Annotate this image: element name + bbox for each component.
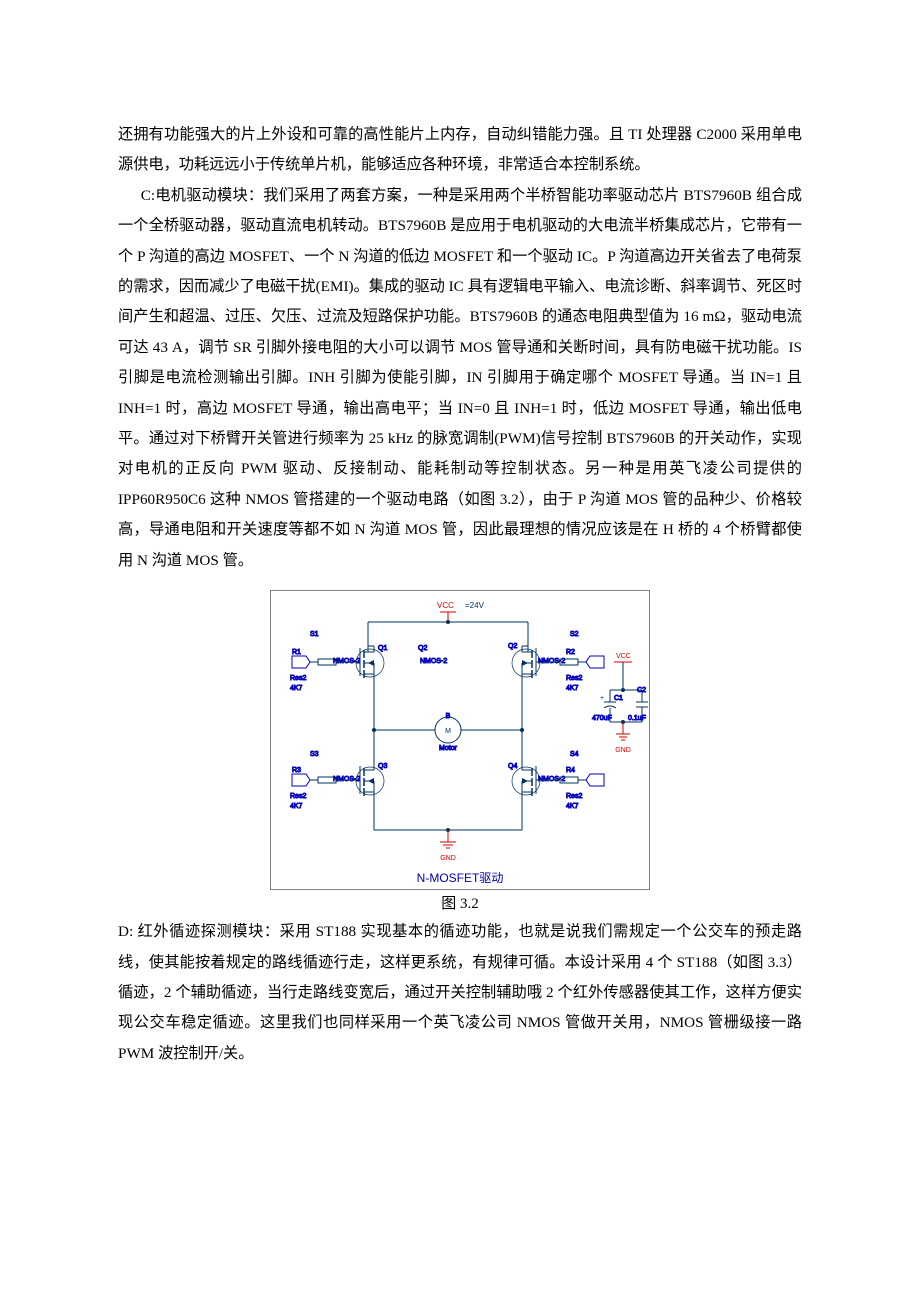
svg-text:R2: R2 [566,649,575,656]
svg-text:R1: R1 [292,649,301,656]
svg-text:C1: C1 [614,695,623,702]
q2-label: Q2 [508,643,517,650]
svg-text:Res2: Res2 [290,675,306,682]
svg-text:C2: C2 [637,687,646,694]
svg-text:4K7: 4K7 [290,685,303,692]
paragraph-section-d: D: 红外循迹探测模块：采用 ST188 实现基本的循迹功能，也就是说我们需规定… [118,917,802,1069]
svg-text:Q1: Q1 [378,645,387,652]
svg-text:S2: S2 [570,631,579,638]
svg-text:Q4: Q4 [508,763,517,770]
svg-text:4K7: 4K7 [566,803,579,810]
svg-text:GND: GND [615,747,631,754]
v24-label: =24V [465,601,485,610]
svg-text:Q2: Q2 [418,645,427,652]
svg-text:R4: R4 [566,767,575,774]
document-page: 还拥有功能强大的片上外设和可靠的高性能片上内存，自动纠错能力强。且 TI 处理器… [0,0,920,1149]
svg-text:+: + [600,695,604,702]
svg-text:R3: R3 [292,767,301,774]
svg-text:S4: S4 [570,751,579,758]
svg-text:4K7: 4K7 [290,803,303,810]
svg-text:S1: S1 [310,631,319,638]
figure-3-2-container: VCC =24V [118,590,802,913]
svg-text:M: M [445,728,451,735]
svg-text:470uF: 470uF [592,715,612,722]
svg-text:Q3: Q3 [378,763,387,770]
figure-caption: 图 3.2 [441,892,479,913]
svg-text:0.1uF: 0.1uF [628,715,646,722]
svg-text:VCC: VCC [616,653,631,660]
svg-text:Motor: Motor [439,745,458,752]
svg-text:Res2: Res2 [290,793,306,800]
vcc-top-label: VCC [437,601,454,610]
svg-text:B: B [446,713,451,720]
svg-text:S3: S3 [310,751,319,758]
schematic-title: N-MOSFET驱动 [417,871,504,885]
svg-text:Res2: Res2 [566,675,582,682]
svg-text:GND: GND [440,855,456,862]
svg-text:4K7: 4K7 [566,685,579,692]
paragraph-intro: 还拥有功能强大的片上外设和可靠的高性能片上内存，自动纠错能力强。且 TI 处理器… [118,120,802,181]
svg-text:NMOS-2: NMOS-2 [420,658,447,665]
schematic-nmosfet-hbridge: VCC =24V [270,590,650,890]
paragraph-section-c: C:电机驱动模块：我们采用了两套方案，一种是采用两个半桥智能功率驱动芯片 BTS… [118,181,802,576]
svg-text:Res2: Res2 [566,793,582,800]
